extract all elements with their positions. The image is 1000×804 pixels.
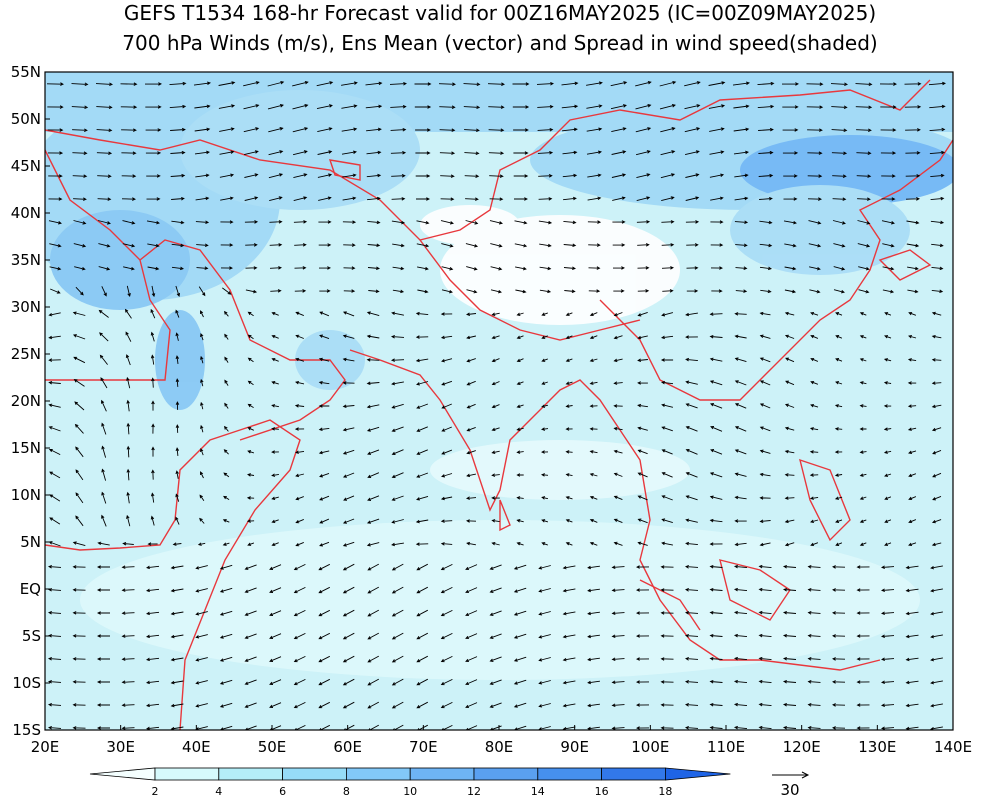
colorbar-box — [154, 767, 220, 781]
lat-label: 35N — [11, 251, 41, 269]
lon-label: 110E — [707, 738, 745, 756]
lon-label: 50E — [258, 738, 287, 756]
colorbar-box — [218, 767, 284, 781]
spread-shading — [45, 72, 953, 680]
lon-label: 40E — [182, 738, 211, 756]
colorbar-label: 16 — [595, 785, 609, 798]
lat-label: EQ — [20, 580, 41, 598]
wind-arrows — [46, 80, 946, 730]
lon-label: 20E — [31, 738, 60, 756]
map-area — [45, 72, 953, 730]
colorbar-label: 10 — [403, 785, 417, 798]
lat-label: 30N — [11, 298, 41, 316]
colorbar-label: 6 — [279, 785, 286, 798]
lon-label: 140E — [934, 738, 972, 756]
lat-label: 15S — [12, 721, 41, 739]
lon-label: 30E — [106, 738, 135, 756]
reference-vector: 30 — [772, 771, 810, 799]
lon-label: 130E — [858, 738, 896, 756]
title-line1: GEFS T1534 168-hr Forecast valid for 00Z… — [124, 1, 876, 25]
reference-arrowhead — [801, 771, 810, 779]
colorbar-label: 8 — [343, 785, 350, 798]
colorbar-label: 14 — [531, 785, 545, 798]
colorbar-label: 4 — [215, 785, 222, 798]
colorbar-box — [345, 767, 411, 781]
lat-label: 10S — [12, 674, 41, 692]
lon-label: 100E — [631, 738, 669, 756]
colorbar-box — [473, 767, 539, 781]
wind-vectors — [46, 80, 946, 730]
lat-label: 10N — [11, 486, 41, 504]
lon-label: 90E — [560, 738, 589, 756]
lat-label: 15N — [11, 439, 41, 457]
lat-label: 25N — [11, 345, 41, 363]
lat-label: 5S — [22, 627, 41, 645]
lat-label: 5N — [20, 533, 41, 551]
lat-label: 55N — [11, 63, 41, 81]
lat-label: 40N — [11, 204, 41, 222]
colorbar-label: 12 — [467, 785, 481, 798]
colorbar: 2 4 6 8 10 12 14 16 18 — [89, 767, 731, 798]
colorbar-box — [282, 767, 347, 781]
lon-label: 60E — [333, 738, 362, 756]
reference-label: 30 — [780, 781, 799, 799]
lat-label: 50N — [11, 110, 41, 128]
lon-label: 80E — [485, 738, 514, 756]
lon-label: 70E — [409, 738, 438, 756]
colorbar-label: 18 — [658, 785, 672, 798]
colorbar-left-end — [89, 767, 156, 781]
colorbar-right-end — [665, 767, 731, 781]
lat-label: 45N — [11, 157, 41, 175]
colorbar-label: 2 — [152, 785, 159, 798]
colorbar-box — [601, 767, 666, 781]
lat-label: 20N — [11, 392, 41, 410]
title-line2: 700 hPa Winds (m/s), Ens Mean (vector) a… — [122, 31, 877, 55]
colorbar-box — [537, 767, 602, 781]
lon-label: 120E — [783, 738, 821, 756]
colorbar-box — [409, 767, 475, 781]
axes: 55N 50N 45N 40N 35N 30N 25N 20N 15N 10N 5N EQ 5S 10S 1… — [11, 63, 972, 756]
